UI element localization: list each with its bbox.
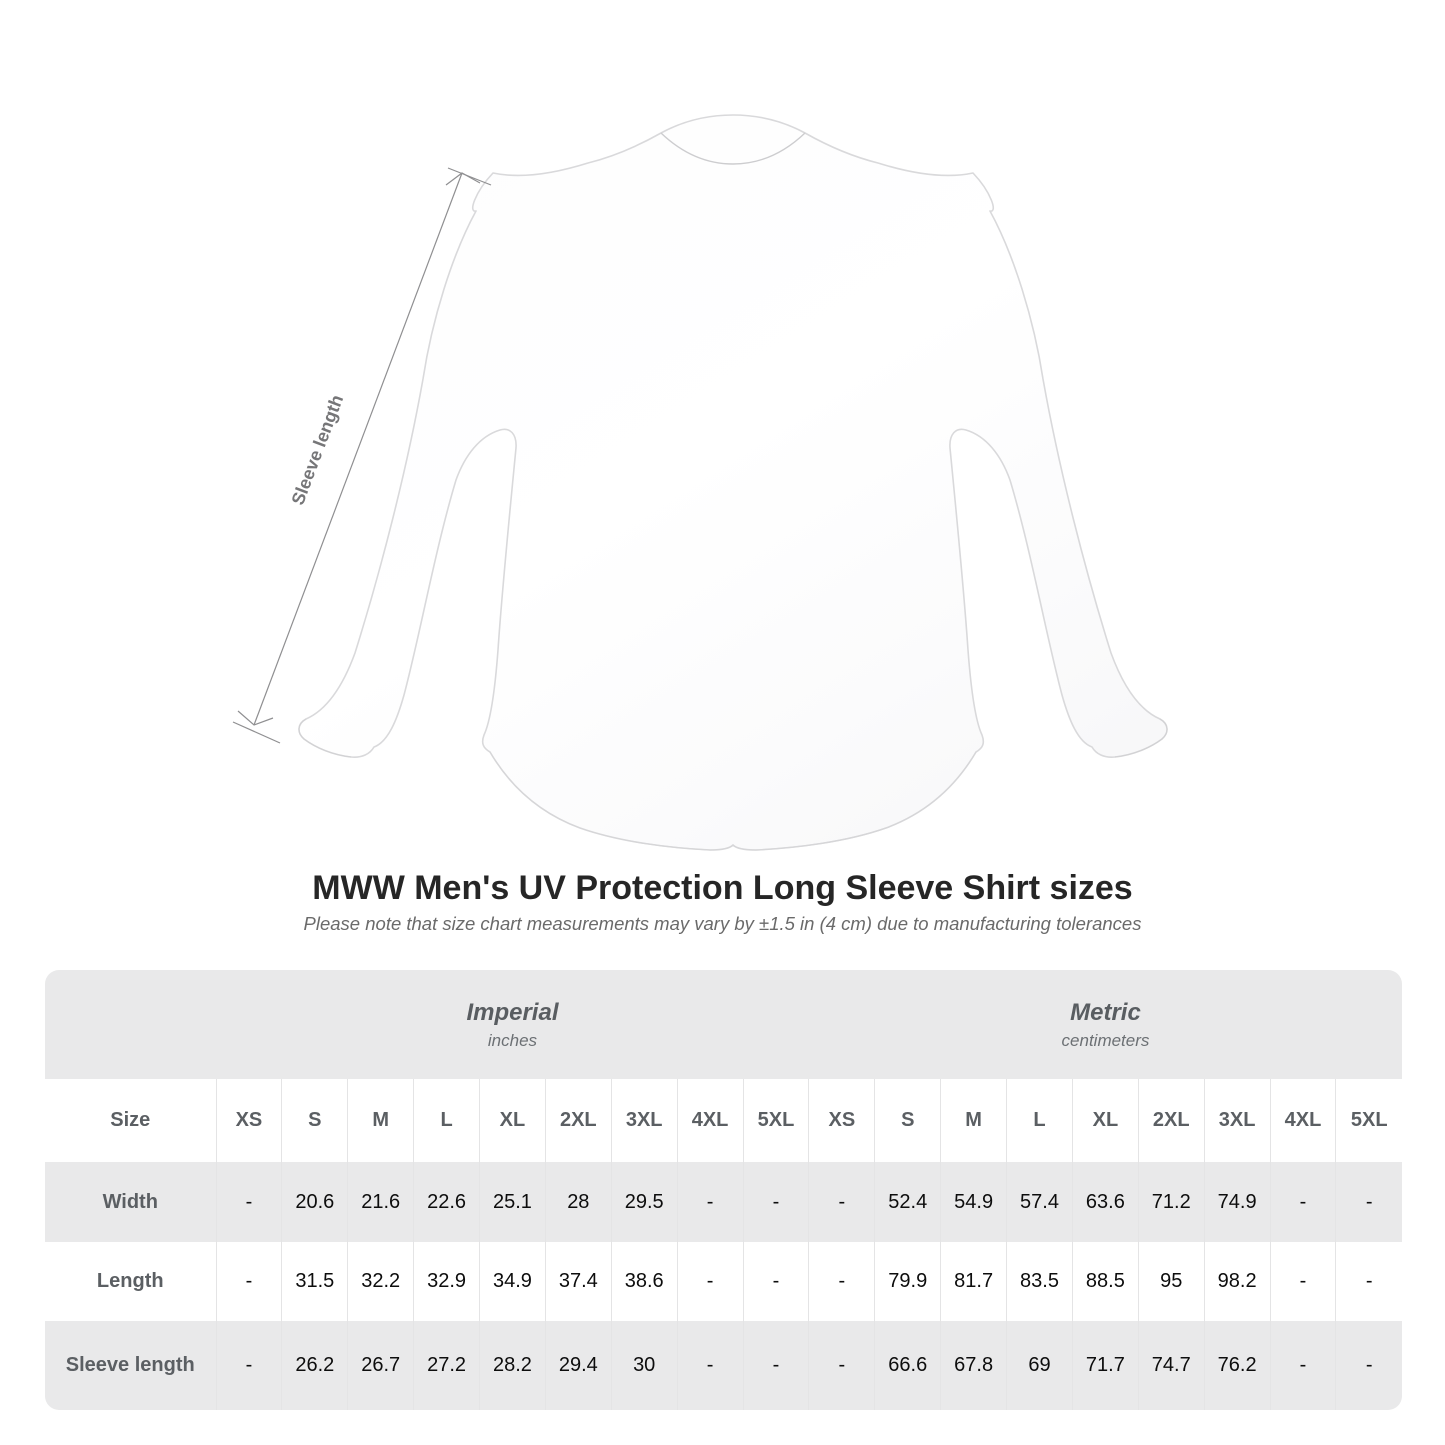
- svg-text:Sleeve length: Sleeve length: [288, 392, 348, 508]
